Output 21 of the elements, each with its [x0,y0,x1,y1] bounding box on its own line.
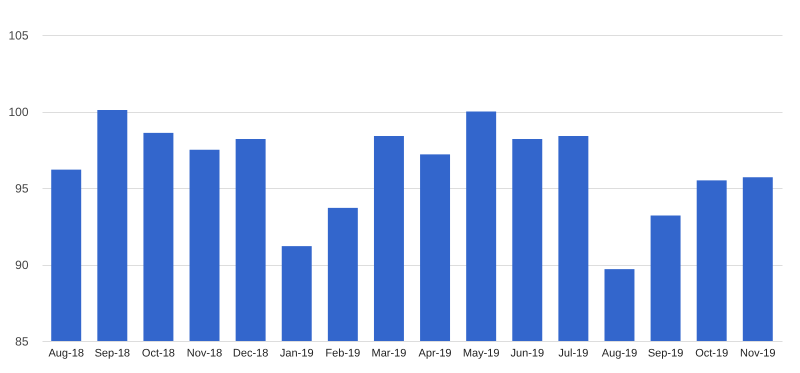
y-tick-label: 95 [15,182,29,196]
x-tick-label: Aug-19 [602,348,638,360]
x-tick-label: Feb-19 [325,348,360,360]
x-tick-label: Aug-18 [48,348,84,360]
y-tick-label: 105 [8,28,29,42]
x-tick-label: Apr-19 [418,348,452,360]
x-tick-label: Dec-18 [232,348,268,360]
x-tick-label: Nov-18 [186,348,222,360]
y-tick-label: 85 [15,334,29,348]
x-tick-label: Oct-18 [142,348,175,360]
x-tick-label: Jan-19 [280,348,314,360]
x-tick-label: Nov-19 [740,348,776,360]
x-tick-label: Mar-19 [372,348,406,360]
x-tick-label: Jul-19 [558,348,588,360]
x-tick-label: Sep-18 [94,348,130,360]
x-tick-label: May-19 [462,348,500,360]
x-tick-label: Jun-19 [510,348,544,360]
y-tick-label: 90 [15,258,29,272]
y-tick-label: 100 [8,105,29,119]
x-tick-label: Oct-19 [695,348,728,360]
x-tick-label: Sep-19 [648,348,684,360]
